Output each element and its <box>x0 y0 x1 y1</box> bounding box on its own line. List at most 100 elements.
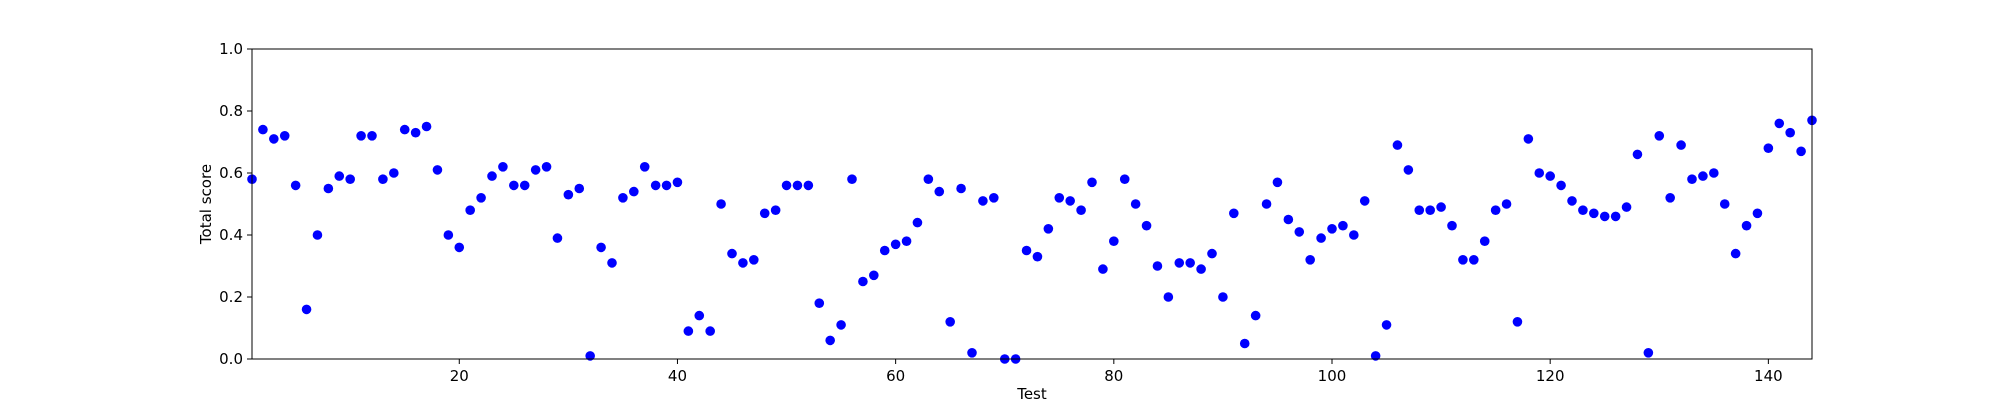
data-point <box>705 326 715 336</box>
data-point <box>1316 233 1326 243</box>
data-point <box>552 233 563 243</box>
data-point <box>825 335 835 346</box>
data-point <box>1534 168 1545 178</box>
data-point <box>738 258 748 268</box>
data-point <box>1665 193 1675 203</box>
data-point <box>836 320 846 330</box>
data-point <box>1272 177 1283 188</box>
y-tick-label: 0.6 <box>219 164 243 182</box>
data-point <box>1785 127 1795 138</box>
data-point <box>1130 199 1141 209</box>
data-point <box>541 162 552 172</box>
data-point <box>356 131 366 141</box>
data-point <box>716 199 726 209</box>
data-point <box>618 193 628 203</box>
plot-area-frame <box>251 48 1813 360</box>
data-point <box>530 165 541 175</box>
data-point <box>934 186 945 197</box>
data-point <box>1370 351 1381 361</box>
data-point <box>1392 140 1403 150</box>
data-point <box>1174 258 1185 268</box>
y-tick-label: 1.0 <box>219 40 243 58</box>
data-point <box>1599 211 1610 222</box>
data-point <box>923 174 934 184</box>
data-point <box>1512 317 1523 327</box>
data-point <box>1632 149 1643 160</box>
data-point <box>727 248 737 259</box>
data-point <box>1359 196 1370 206</box>
data-point <box>443 230 454 240</box>
data-point <box>1218 292 1228 302</box>
data-point <box>498 162 508 172</box>
data-point <box>432 165 443 175</box>
data-point <box>792 180 803 191</box>
data-point <box>1032 251 1043 262</box>
y-axis-label: Total score <box>197 164 215 245</box>
data-point <box>1654 131 1665 141</box>
data-point <box>1207 248 1217 259</box>
data-point <box>367 131 377 141</box>
data-point <box>1327 224 1337 234</box>
data-point <box>1490 205 1501 215</box>
x-tick-label: 80 <box>1104 367 1123 385</box>
data-point <box>585 351 595 361</box>
data-point <box>629 186 639 197</box>
data-point <box>378 174 388 184</box>
data-point <box>1479 236 1490 246</box>
data-point <box>956 183 966 194</box>
data-point <box>1021 245 1032 256</box>
data-point <box>639 162 650 172</box>
data-point <box>258 124 268 135</box>
data-point <box>781 180 792 191</box>
data-point <box>1076 205 1086 215</box>
data-point <box>814 298 825 309</box>
data-point <box>279 131 290 141</box>
x-tick-label: 60 <box>886 367 905 385</box>
data-point <box>1196 264 1206 274</box>
data-point <box>1403 165 1414 175</box>
data-point <box>1283 214 1294 225</box>
data-point <box>290 180 301 191</box>
data-point <box>1469 254 1479 265</box>
data-point <box>1349 230 1359 240</box>
data-point <box>487 171 497 181</box>
data-point <box>978 196 988 206</box>
data-point <box>672 177 683 188</box>
data-point <box>574 183 585 194</box>
y-tick-label: 0.0 <box>219 350 243 368</box>
data-point <box>1229 208 1239 219</box>
data-point <box>519 180 530 191</box>
data-point <box>269 134 279 144</box>
data-point <box>901 236 912 246</box>
data-point <box>1730 248 1741 259</box>
x-tick-label: 40 <box>668 367 687 385</box>
data-point <box>1436 202 1446 212</box>
data-point <box>1185 258 1195 268</box>
data-point <box>1687 174 1697 184</box>
data-point <box>1261 199 1272 209</box>
data-point <box>1425 205 1435 215</box>
y-axis: 0.0 0.2 0.4 0.6 0.8 1.0 <box>219 40 252 368</box>
x-axis-label: Test <box>1016 385 1047 400</box>
data-point <box>1239 338 1250 349</box>
data-point <box>1043 224 1054 234</box>
data-point <box>389 168 399 178</box>
data-point <box>1621 202 1632 212</box>
y-tick-label: 0.2 <box>219 288 243 306</box>
data-point <box>1381 320 1392 330</box>
data-point <box>770 205 781 215</box>
data-point <box>563 189 574 200</box>
data-point <box>1752 208 1763 219</box>
data-point <box>1141 220 1152 231</box>
data-point <box>1065 196 1075 206</box>
data-points <box>247 115 1817 364</box>
data-point <box>1567 196 1577 206</box>
data-point <box>421 121 432 132</box>
y-tick-label: 0.4 <box>219 226 243 244</box>
data-point <box>607 258 617 268</box>
data-point <box>1250 310 1261 321</box>
data-point <box>454 242 465 253</box>
data-point <box>1698 171 1708 181</box>
data-point <box>1501 199 1512 209</box>
